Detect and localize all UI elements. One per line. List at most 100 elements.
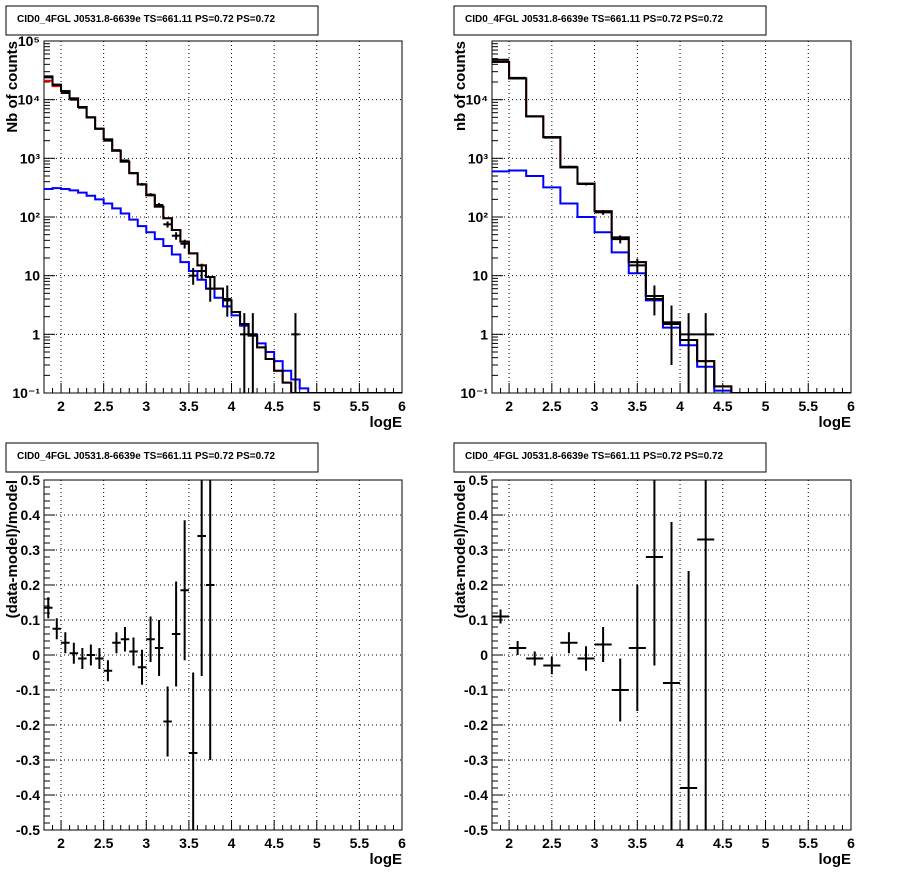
x-tick-label: 5.5 (799, 398, 819, 414)
data-point (560, 632, 578, 654)
y-tick-label: -0.4 (464, 787, 488, 803)
data-point (628, 585, 646, 711)
data-point (645, 480, 663, 666)
y-tick-label: -0.5 (16, 822, 40, 838)
y-tick-label: 10² (468, 209, 489, 225)
x-tick-label: 6 (398, 398, 406, 414)
chart-title: CID0_4FGL J0531.8-6639e TS=661.11 PS=0.7… (465, 14, 723, 25)
x-axis-title: logE (370, 414, 403, 431)
y-tick-label: 0 (480, 647, 488, 663)
y-tick-label: 10⁵ (18, 33, 40, 49)
data-point (78, 106, 87, 109)
chart-title: CID0_4FGL J0531.8-6639e TS=661.11 PS=0.7… (17, 14, 275, 25)
y-tick-label: 0.1 (21, 612, 41, 628)
x-tick-label: 2 (505, 835, 513, 851)
chart-title: CID0_4FGL J0531.8-6639e TS=661.11 PS=0.7… (17, 451, 275, 462)
x-tick-label: 4.5 (713, 835, 733, 851)
title-box (453, 442, 767, 473)
data-point (103, 139, 113, 142)
data-point (86, 116, 96, 119)
x-tick-label: 3 (142, 835, 150, 851)
data-point (628, 258, 646, 274)
y-tick-label: 0.3 (469, 542, 489, 558)
x-tick-label: 5 (313, 398, 321, 414)
x-axis-title: logE (819, 851, 852, 868)
data-point (662, 305, 681, 366)
y-tick-label: 0 (32, 647, 40, 663)
data-point (171, 581, 181, 687)
chart-panel-3: 2 2.5 3 3.5 4 4.5 5 5.5 6 -0.5 -0.4 -0.3 -0.2 -0.1 0 0.… (4, 442, 406, 868)
data-point (69, 642, 79, 664)
data-point (137, 649, 147, 685)
data-point (78, 648, 87, 669)
data-point (611, 235, 629, 244)
data-point (645, 285, 663, 316)
data-point (560, 165, 578, 168)
x-tick-label: 6 (847, 835, 855, 851)
y-tick-label: 0.4 (21, 507, 41, 523)
x-tick-label: 2 (57, 398, 65, 414)
x-tick-label: 2.5 (542, 835, 562, 851)
x-tick-label: 3 (591, 398, 599, 414)
data-point (154, 203, 164, 208)
y-tick-label: 0.3 (21, 542, 41, 558)
y-tick-label: 10³ (20, 150, 41, 166)
x-tick-label: 2.5 (94, 835, 114, 851)
x-tick-label: 3.5 (628, 835, 648, 851)
y-tick-label: -0.4 (16, 787, 40, 803)
data-point (680, 313, 698, 393)
data-point (509, 641, 527, 655)
data-point (112, 149, 121, 152)
x-tick-label: 2 (505, 398, 513, 414)
y-tick-label: 10 (24, 268, 40, 284)
x-tick-label: 3 (591, 835, 599, 851)
x-tick-label: 4 (676, 835, 684, 851)
data-point (526, 651, 544, 666)
x-tick-label: 5.5 (350, 398, 370, 414)
x-tick-label: 4.5 (264, 398, 284, 414)
data-point (52, 618, 62, 640)
chart-panel-2: 2 2.5 3 3.5 4 4.5 5 5.5 6 10⁻¹ 1 10 10² 10³ 10⁴ logE nb … (452, 5, 855, 431)
histogram-series-1 (44, 79, 402, 393)
data-point (146, 616, 155, 662)
y-tick-label: 1 (480, 326, 488, 342)
data-point (291, 313, 300, 393)
data-point (205, 480, 215, 760)
x-tick-label: 4 (228, 398, 236, 414)
title-box (5, 5, 319, 36)
data-point (577, 182, 595, 186)
x-tick-label: 3.5 (179, 835, 199, 851)
data-point (543, 656, 561, 675)
x-tick-label: 6 (398, 835, 406, 851)
y-tick-label: 10⁻¹ (12, 385, 40, 401)
data-point (577, 646, 595, 671)
y-tick-label: -0.3 (16, 752, 40, 768)
y-tick-label: 0.5 (21, 472, 41, 488)
data-point (171, 232, 181, 240)
y-tick-label: 0.2 (469, 577, 489, 593)
data-point (61, 632, 70, 654)
y-tick-label: 0.1 (469, 612, 489, 628)
data-point (120, 159, 130, 162)
x-tick-label: 5 (313, 835, 321, 851)
data-point (180, 239, 189, 249)
data-point (154, 620, 164, 676)
y-axis-title: (data-model)/model (4, 480, 21, 618)
y-tick-label: -0.1 (16, 682, 40, 698)
x-tick-label: 5 (762, 398, 770, 414)
data-point (697, 313, 715, 393)
data-point (129, 172, 138, 175)
x-tick-label: 6 (847, 398, 855, 414)
y-tick-label: 0.5 (469, 472, 489, 488)
x-tick-label: 5.5 (799, 835, 819, 851)
y-axis-title: Nb of counts (4, 41, 21, 133)
y-tick-label: 0.4 (469, 507, 489, 523)
y-tick-label: 10⁻¹ (460, 385, 488, 401)
data-point (137, 183, 147, 186)
data-point (197, 263, 206, 280)
data-point (163, 686, 172, 757)
data-point (44, 597, 53, 619)
data-layer (44, 75, 402, 393)
data-layer (44, 480, 215, 830)
data-point (697, 480, 715, 830)
